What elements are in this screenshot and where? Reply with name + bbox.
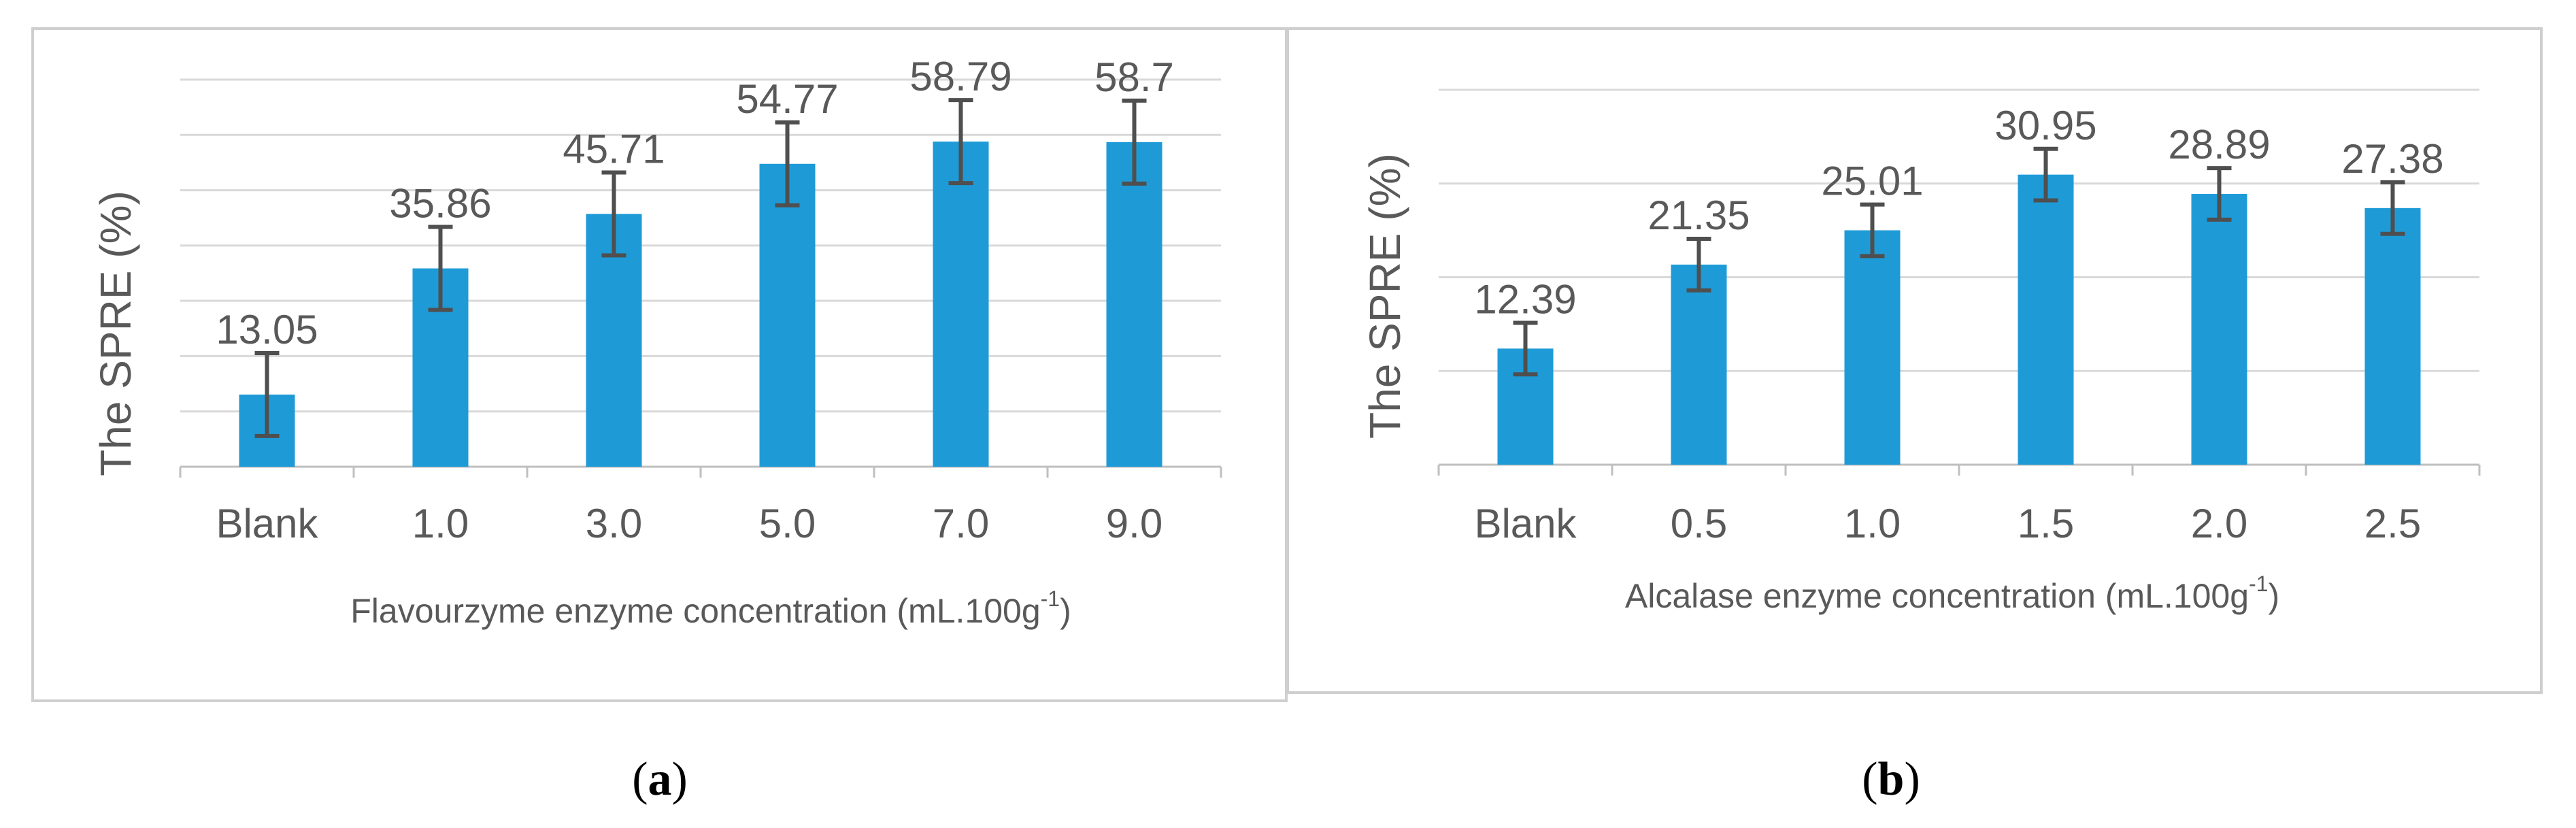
chart-b-data-label: 12.39	[1474, 276, 1576, 322]
chart-a-x-axis-label: Flavourzyme enzyme concentration (mL.100…	[350, 586, 1071, 630]
chart-a-error-bar	[775, 120, 800, 208]
chart-a-error-bar	[254, 350, 280, 438]
chart-a-tick-label: 9.0	[1106, 501, 1162, 546]
chart-a-error-bar	[1122, 98, 1147, 186]
chart-b-data-label: 21.35	[1647, 193, 1750, 238]
chart-a-tick-label: 3.0	[586, 501, 642, 546]
chart-a-data-label: 58.7	[1094, 54, 1174, 100]
chart-b-error-bar	[2380, 180, 2405, 236]
chart-b-bar	[2018, 174, 2074, 465]
chart-a: 13.05 35.86 45.71 54.77 58.79 58.7 Blank 1.0 3.…	[31, 27, 1288, 806]
chart-a-ticks: Blank 1.0 3.0 5.0 7.0 9.0	[216, 501, 1162, 546]
chart-b-bar	[1671, 264, 1727, 465]
chart-b-data-label: 28.89	[2168, 122, 2270, 167]
chart-b-tick-label: 1.5	[2018, 501, 2074, 546]
chart-a-tick-label: 5.0	[759, 501, 816, 546]
chart-b-data-label: 30.95	[1994, 103, 2096, 148]
chart-b-ticks: Blank 0.5 1.0 1.5 2.0 2.5	[1474, 501, 2421, 546]
chart-b-bars: 12.39 21.35 25.01 30.95 28.89 27.38	[1474, 103, 2444, 465]
chart-b-error-bar	[1686, 237, 1711, 293]
chart-b-y-axis-label: The SPRE (%)	[1360, 153, 1409, 439]
chart-b-error-bar	[1513, 320, 1538, 377]
chart-a-bar	[1106, 142, 1162, 467]
chart-b-frame	[1286, 27, 2543, 694]
chart-a-panel-label: (a)	[632, 753, 688, 806]
chart-a-data-label: 58.79	[909, 54, 1011, 99]
chart-b-bar	[2364, 208, 2421, 465]
chart-b-bar	[1844, 230, 1901, 465]
chart-b-tick-label: 1.0	[1844, 501, 1901, 546]
chart-a-error-bar	[428, 225, 453, 312]
chart-a-data-label: 54.77	[736, 76, 838, 122]
chart-b-x-axis-label: Alcalase enzyme concentration (mL.100g-1…	[1625, 572, 2279, 615]
chart-b-tick-label: 2.0	[2191, 501, 2247, 546]
chart-b-grid	[1437, 88, 2481, 476]
chart-b: 12.39 21.35 25.01 30.95 28.89 27.38 Blank 0.5 1…	[1286, 27, 2543, 806]
chart-a-data-label: 13.05	[216, 307, 318, 352]
chart-b-tick-label: Blank	[1474, 501, 1577, 546]
chart-a-bar	[759, 163, 816, 467]
chart-b-tick-label: 0.5	[1671, 501, 1727, 546]
chart-a-error-bar	[601, 170, 626, 258]
chart-b-panel-label: (b)	[1862, 753, 1920, 806]
chart-a-tick-label: Blank	[216, 501, 318, 546]
chart-b-tick-label: 2.5	[2364, 501, 2421, 546]
chart-b-error-bar	[1860, 202, 1885, 259]
chart-a-y-axis-label: The SPRE (%)	[91, 191, 140, 476]
chart-a-error-bar	[948, 98, 973, 186]
chart-b-error-bar	[2207, 166, 2232, 222]
chart-a-tick-label: 7.0	[933, 501, 989, 546]
chart-a-data-label: 45.71	[563, 126, 665, 171]
chart-b-bar	[2191, 194, 2247, 465]
chart-a-data-label: 35.86	[389, 181, 491, 227]
chart-a-tick-label: 1.0	[412, 501, 469, 546]
chart-a-grid	[179, 78, 1222, 478]
chart-b-data-label: 25.01	[1821, 159, 1923, 204]
chart-b-data-label: 27.38	[2341, 136, 2443, 182]
chart-a-bar	[933, 142, 989, 467]
chart-b-error-bar	[2033, 146, 2058, 203]
chart-a-bars: 13.05 35.86 45.71 54.77 58.79 58.7	[216, 54, 1174, 467]
